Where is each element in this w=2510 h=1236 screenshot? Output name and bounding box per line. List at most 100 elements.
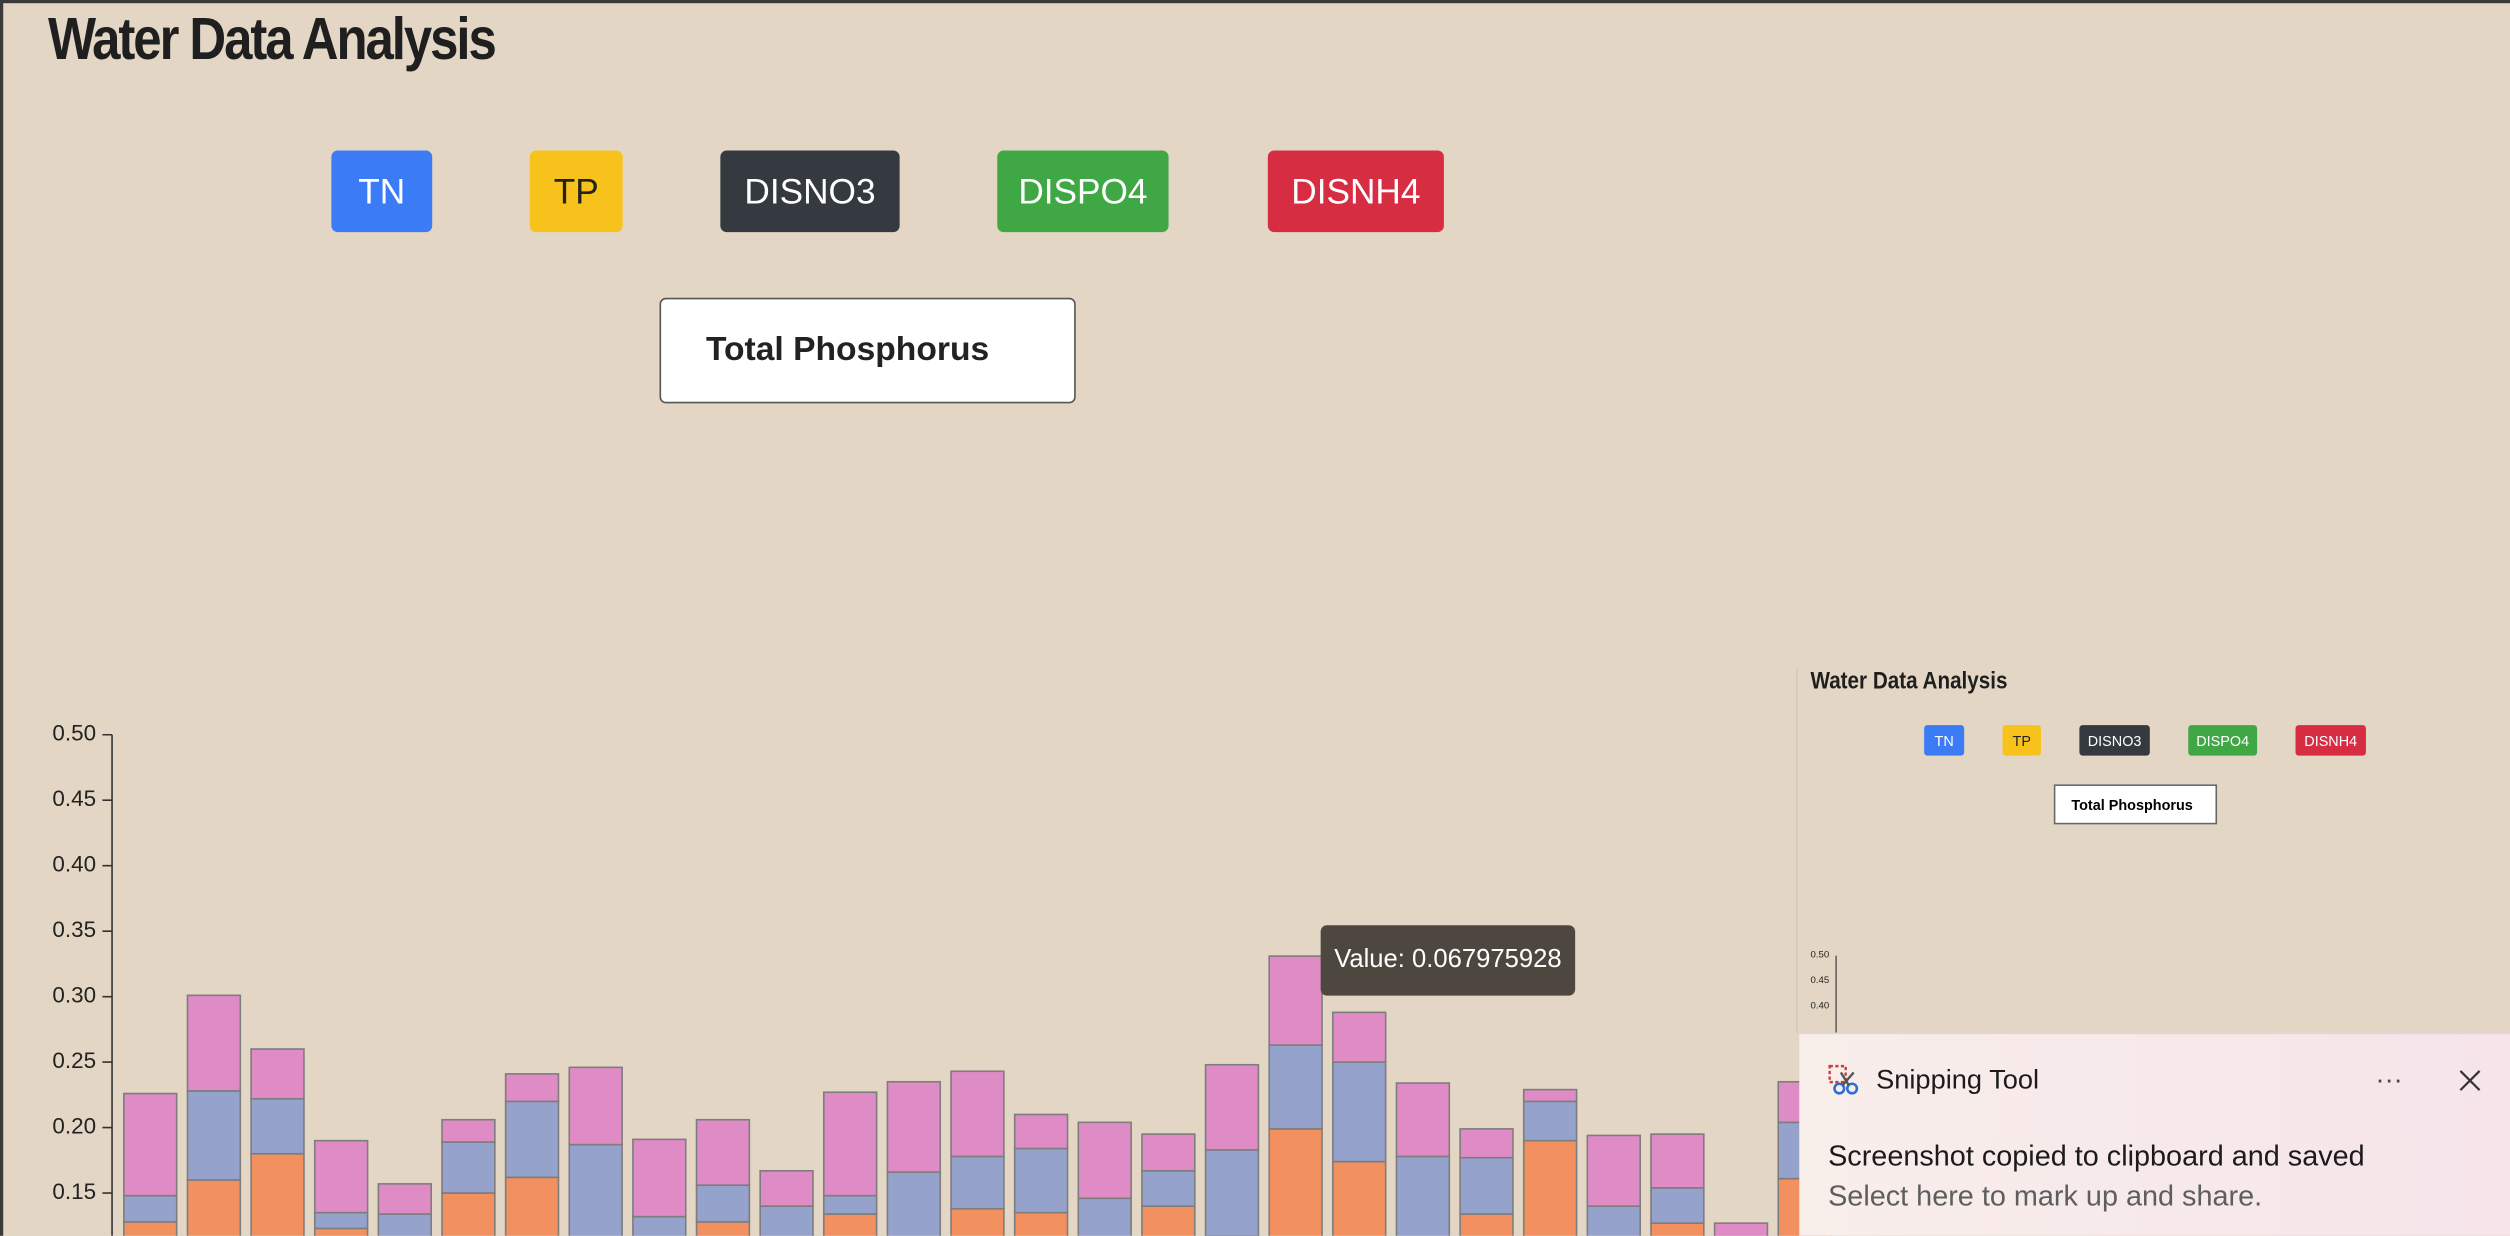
close-button[interactable] bbox=[2459, 1069, 2481, 1091]
thumbnail-button: DISPO4 bbox=[2188, 725, 2258, 756]
bar-segment bbox=[1650, 1222, 1705, 1236]
bar-segment bbox=[1013, 1113, 1069, 1150]
bar-segment bbox=[1332, 1160, 1387, 1236]
bar-segment bbox=[123, 1221, 178, 1236]
bar-segment bbox=[1013, 1211, 1069, 1236]
bar-segment bbox=[186, 1179, 242, 1236]
bar-segment bbox=[1713, 1222, 1769, 1236]
bar-segment bbox=[441, 1118, 496, 1143]
bar-segment bbox=[1586, 1134, 1641, 1207]
bar-segment bbox=[1332, 1011, 1387, 1063]
bar-segment bbox=[1204, 1063, 1260, 1151]
tp-button[interactable]: TP bbox=[529, 150, 623, 233]
bar-segment bbox=[950, 1070, 1005, 1158]
bar-segment bbox=[186, 1090, 242, 1181]
bar-segment bbox=[632, 1215, 687, 1236]
bar-segment bbox=[1586, 1205, 1641, 1236]
thumbnail-axis bbox=[1835, 955, 1837, 1033]
thumbnail-title: Water Data Analysis bbox=[1810, 667, 2008, 695]
bar-segment bbox=[1268, 1128, 1323, 1236]
notification[interactable]: Snipping Tool ··· Screenshot copied to c… bbox=[1799, 1032, 2510, 1236]
bar-segment bbox=[1650, 1187, 1705, 1224]
thumbnail-tick: 0.40 bbox=[1810, 1002, 1830, 1012]
thumbnail-button: TP bbox=[2002, 725, 2041, 756]
bar-segment bbox=[568, 1143, 623, 1236]
y-tick-label: 0.50 bbox=[52, 721, 96, 746]
notification-hint: Select here to mark up and share. bbox=[1828, 1179, 2263, 1212]
bar-segment bbox=[1522, 1088, 1578, 1103]
bar-segment bbox=[250, 1048, 305, 1100]
disno3-button[interactable]: DISNO3 bbox=[720, 150, 900, 233]
bar-segment bbox=[313, 1139, 369, 1214]
bar-segment bbox=[1204, 1149, 1260, 1236]
bar-segment bbox=[1332, 1061, 1387, 1163]
bar-segment bbox=[1077, 1121, 1132, 1200]
bar-segment bbox=[950, 1207, 1005, 1236]
bar-segment bbox=[250, 1152, 305, 1236]
bar-segment bbox=[632, 1138, 687, 1218]
chart: 0.15 0.20 0.25 0.30 0.35 0.40 0.45 0.50 bbox=[52, 721, 1832, 1236]
bar-segment bbox=[1650, 1133, 1705, 1189]
dispo4-button[interactable]: DISPO4 bbox=[997, 150, 1169, 233]
bar-segment bbox=[1395, 1082, 1451, 1158]
notification-message: Screenshot copied to clipboard and saved bbox=[1828, 1139, 2365, 1172]
tn-button[interactable]: TN bbox=[331, 150, 433, 233]
bar-segment bbox=[822, 1091, 878, 1197]
thumbnail-button: DISNH4 bbox=[2295, 725, 2366, 756]
screenshot-thumbnail[interactable]: Water Data Analysis TN TP DISNO3 DISPO4 … bbox=[1796, 667, 2510, 1033]
bar-segment bbox=[1395, 1155, 1451, 1236]
y-tick-label: 0.40 bbox=[52, 852, 96, 877]
bar-segment bbox=[1268, 1044, 1323, 1130]
app-name: Snipping Tool bbox=[1876, 1064, 2040, 1095]
bar-segment bbox=[250, 1097, 305, 1155]
bar-segment bbox=[186, 994, 242, 1092]
bar-segment bbox=[504, 1100, 560, 1179]
bar-segment bbox=[695, 1118, 751, 1186]
y-tick-label: 0.35 bbox=[52, 917, 96, 942]
bar-segment bbox=[1459, 1128, 1514, 1159]
tooltip: Value: 0.067975928 bbox=[1320, 925, 1576, 996]
bar-segment bbox=[504, 1073, 560, 1103]
bar-segment bbox=[695, 1184, 751, 1223]
app-icon bbox=[1828, 1064, 1859, 1095]
bar-segment bbox=[123, 1092, 178, 1197]
bar-segment bbox=[822, 1194, 878, 1215]
bar-segment bbox=[695, 1221, 751, 1236]
thumbnail-button: DISNO3 bbox=[2079, 725, 2150, 756]
bar-segment bbox=[504, 1176, 560, 1236]
bar-segment bbox=[759, 1205, 814, 1236]
page-title: Water Data Analysis bbox=[48, 6, 497, 73]
y-tick-label: 0.25 bbox=[52, 1048, 96, 1073]
bar-segment bbox=[822, 1213, 878, 1236]
y-tick-label: 0.20 bbox=[52, 1114, 96, 1139]
thumbnail-button: TN bbox=[1924, 725, 1965, 756]
selected-parameter: Total Phosphorus bbox=[659, 297, 1076, 404]
bar-segment bbox=[377, 1183, 433, 1215]
bar-segment bbox=[313, 1211, 369, 1230]
bar-segment bbox=[123, 1194, 178, 1223]
bar-segment bbox=[1013, 1147, 1069, 1214]
bar-segment bbox=[1522, 1100, 1578, 1142]
bar-segment bbox=[1141, 1169, 1196, 1207]
bar-segment bbox=[886, 1080, 942, 1173]
bar-segment bbox=[1077, 1197, 1132, 1236]
y-tick-label: 0.30 bbox=[52, 983, 96, 1008]
thumbnail-tick: 0.45 bbox=[1810, 976, 1830, 987]
bar-segment bbox=[441, 1141, 496, 1194]
more-button[interactable]: ··· bbox=[2375, 1064, 2403, 1095]
y-tick-label: 0.15 bbox=[52, 1179, 96, 1204]
disnh4-button[interactable]: DISNH4 bbox=[1267, 150, 1444, 233]
bar-segment bbox=[759, 1169, 814, 1207]
bar-segment bbox=[1141, 1133, 1196, 1172]
bar-segment bbox=[950, 1155, 1005, 1210]
bar-segment bbox=[1459, 1156, 1514, 1215]
y-tick-label: 0.45 bbox=[52, 786, 96, 811]
bar-segment bbox=[1268, 955, 1323, 1046]
bar-segment bbox=[568, 1066, 623, 1146]
bar-segment bbox=[1141, 1205, 1196, 1236]
thumbnail-tick: 0.50 bbox=[1810, 950, 1830, 961]
thumbnail-selected: Total Phosphorus bbox=[2053, 784, 2218, 825]
bar-segment bbox=[1459, 1213, 1514, 1236]
